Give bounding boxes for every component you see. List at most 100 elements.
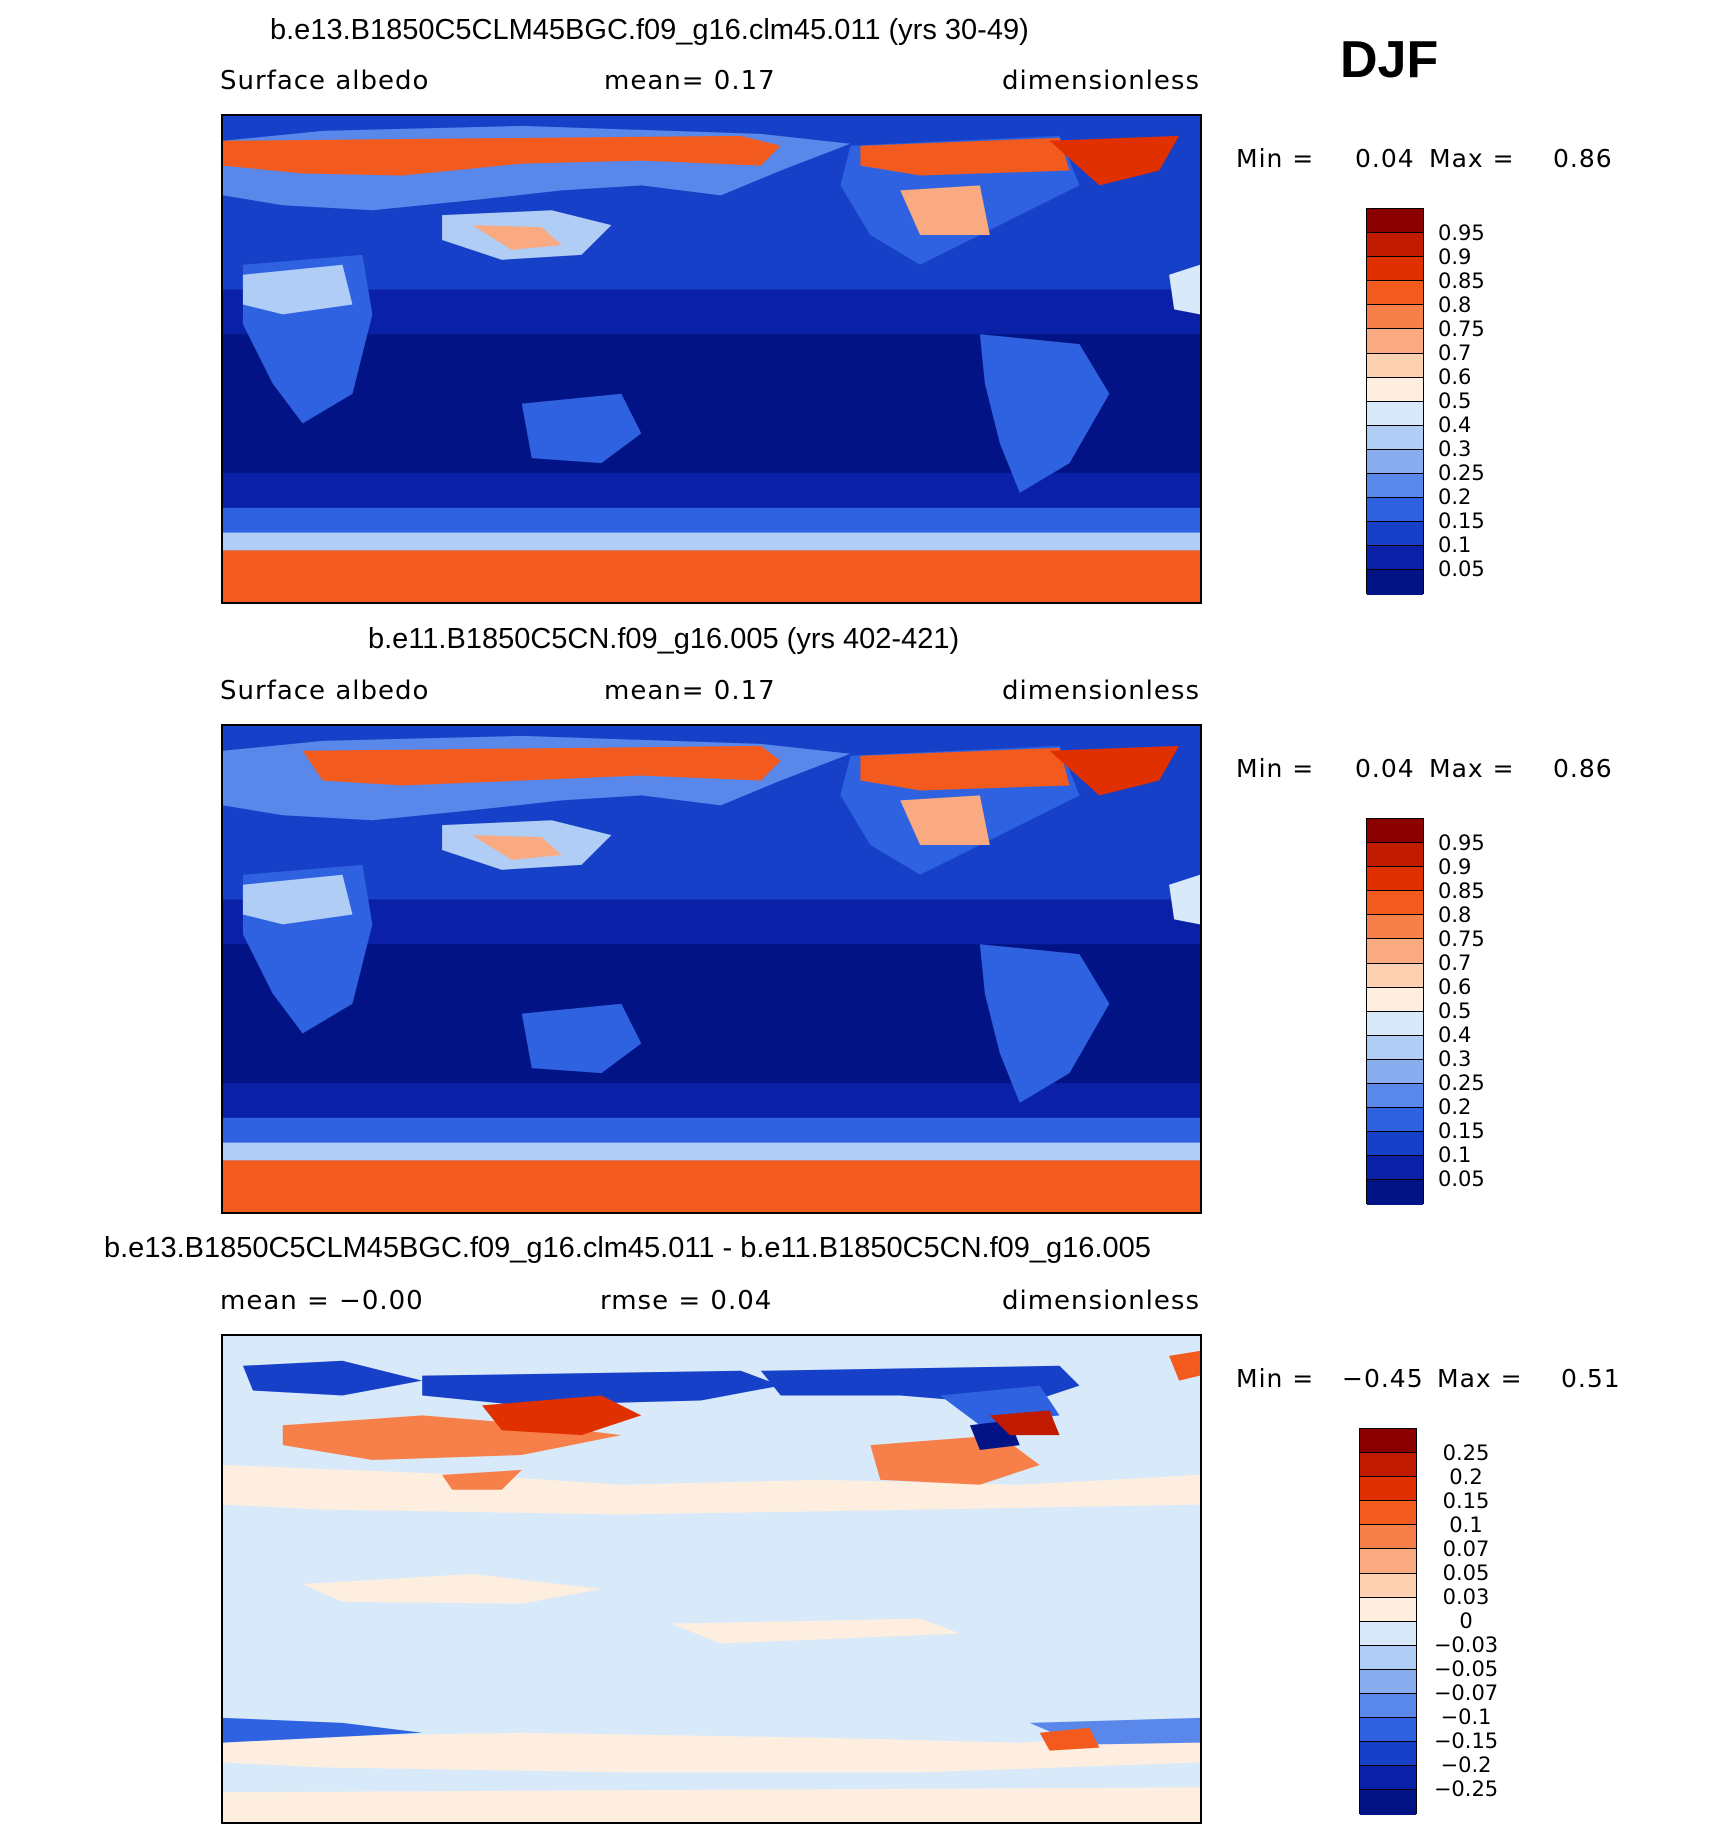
panel-3-color-swatch — [1360, 1669, 1416, 1695]
panel-1-color-swatch — [1367, 425, 1423, 450]
colorbar-tick-label: −0.2 — [1440, 1753, 1492, 1777]
colorbar-tick-label: 0.3 — [1438, 437, 1472, 461]
panel-2-mean-label: mean= 0.17 — [604, 676, 776, 706]
panel-1-mean-label: mean= 0.17 — [604, 66, 776, 96]
colorbar-tick-label: 0.2 — [1438, 485, 1472, 509]
panel-1-color-swatch — [1367, 570, 1423, 595]
panel-1-title: b.e13.B1850C5CLM45BGC.f09_g16.clm45.011 … — [270, 14, 1029, 46]
colorbar-tick-label: 0.6 — [1438, 365, 1472, 389]
panel-1-color-swatch — [1367, 546, 1423, 571]
season-label: DJF — [1340, 31, 1439, 89]
panel-2-color-swatch — [1367, 963, 1423, 988]
panel-1-color-swatch — [1367, 209, 1423, 234]
panel-2-colorbar — [1366, 818, 1424, 1205]
colorbar-tick-label: 0.03 — [1442, 1585, 1490, 1609]
panel-1-colorbar-labels: 0.95 0.9 0.85 0.8 0.75 0.7 0.6 0.5 0.4 0… — [1438, 221, 1485, 581]
panel-3-color-swatch — [1360, 1453, 1416, 1478]
panel-3-color-swatch — [1360, 1766, 1416, 1791]
panel-3-color-swatch — [1360, 1429, 1416, 1454]
colorbar-tick-label: 0.85 — [1438, 269, 1485, 293]
panel-2-colorbar-labels: 0.95 0.9 0.85 0.8 0.75 0.7 0.6 0.5 0.4 0… — [1438, 831, 1485, 1191]
colorbar-tick-label: 0.05 — [1442, 1561, 1490, 1585]
panel-2-variable-label: Surface albedo — [220, 676, 430, 706]
panel-2-max-label: Max = — [1429, 754, 1515, 783]
panel-1-color-swatch — [1367, 233, 1423, 258]
colorbar-tick-label: 0.25 — [1442, 1441, 1490, 1465]
panel-1-min-value: 0.04 — [1355, 144, 1415, 173]
panel-2-color-swatch — [1367, 1059, 1423, 1085]
colorbar-tick-label: −0.15 — [1433, 1729, 1499, 1753]
panel-1-map — [221, 114, 1202, 604]
panel-1-color-swatch — [1367, 257, 1423, 282]
panel-2-color-swatch — [1367, 843, 1423, 868]
panel-3-color-swatch — [1360, 1477, 1416, 1502]
colorbar-tick-label: 0.75 — [1438, 317, 1485, 341]
panel-3-map — [221, 1334, 1202, 1824]
colorbar-tick-label: 0.75 — [1438, 927, 1485, 951]
colorbar-tick-label: 0.15 — [1442, 1489, 1490, 1513]
colorbar-tick-label: 0.15 — [1438, 509, 1485, 533]
colorbar-tick-label: −0.1 — [1440, 1705, 1492, 1729]
panel-3-color-swatch — [1360, 1621, 1416, 1646]
colorbar-tick-label: 0.3 — [1438, 1047, 1472, 1071]
panel-1-colorbar — [1366, 208, 1424, 595]
panel-1-color-swatch — [1367, 377, 1423, 402]
colorbar-tick-label: 0.7 — [1438, 951, 1472, 975]
colorbar-tick-label: −0.07 — [1433, 1681, 1499, 1705]
colorbar-tick-label: 0.4 — [1438, 413, 1472, 437]
panel-1-color-swatch — [1367, 449, 1423, 475]
panel-1-max-value: 0.86 — [1553, 144, 1613, 173]
panel-2-color-swatch — [1367, 1084, 1423, 1109]
panel-3-color-swatch — [1360, 1645, 1416, 1670]
panel-3-min-value: −0.45 — [1342, 1364, 1424, 1393]
colorbar-tick-label: −0.25 — [1433, 1777, 1499, 1801]
colorbar-tick-label: 0.05 — [1438, 1167, 1485, 1191]
colorbar-tick-label: 0.25 — [1438, 461, 1485, 485]
panel-3-max-label: Max = — [1437, 1364, 1523, 1393]
colorbar-tick-label: 0.05 — [1438, 557, 1485, 581]
colorbar-tick-label: 0.9 — [1438, 855, 1472, 879]
colorbar-tick-label: 0.4 — [1438, 1023, 1472, 1047]
panel-3-color-swatch — [1360, 1573, 1416, 1598]
panel-3-colorbar — [1359, 1428, 1417, 1815]
panel-1-color-swatch — [1367, 522, 1423, 547]
panel-3-mean-label: mean = −0.00 — [220, 1286, 424, 1316]
panel-1-color-swatch — [1367, 498, 1423, 523]
colorbar-tick-label: 0.95 — [1438, 831, 1485, 855]
panel-3-color-swatch — [1360, 1597, 1416, 1622]
panel-1-color-swatch — [1367, 353, 1423, 378]
panel-2-color-swatch — [1367, 915, 1423, 940]
panel-3-color-swatch — [1360, 1790, 1416, 1815]
panel-1-min-label: Min = — [1236, 144, 1315, 173]
colorbar-tick-label: 0.25 — [1438, 1071, 1485, 1095]
panel-2-map — [221, 724, 1202, 1214]
panel-2-color-swatch — [1367, 1108, 1423, 1133]
colorbar-tick-label: 0.9 — [1438, 245, 1472, 269]
panel-2-color-swatch — [1367, 1011, 1423, 1036]
panel-3-color-swatch — [1360, 1525, 1416, 1550]
panel-3-color-swatch — [1360, 1549, 1416, 1574]
panel-3-units-label: dimensionless — [1002, 1286, 1200, 1316]
panel-2-min-label: Min = — [1236, 754, 1315, 783]
colorbar-tick-label: 0.1 — [1438, 1143, 1472, 1167]
panel-3-color-swatch — [1360, 1718, 1416, 1743]
panel-2-min-value: 0.04 — [1355, 754, 1415, 783]
panel-2-color-swatch — [1367, 891, 1423, 916]
panel-3-max-value: 0.51 — [1561, 1364, 1621, 1393]
panel-2-units-label: dimensionless — [1002, 676, 1200, 706]
colorbar-tick-label: 0.8 — [1438, 293, 1472, 317]
panel-2-color-swatch — [1367, 1035, 1423, 1060]
panel-1-variable-label: Surface albedo — [220, 66, 430, 96]
panel-1-color-swatch — [1367, 305, 1423, 330]
panel-3-min-label: Min = — [1236, 1364, 1315, 1393]
panel-1-color-swatch — [1367, 474, 1423, 499]
colorbar-tick-label: 0.7 — [1438, 341, 1472, 365]
panel-2-color-swatch — [1367, 1132, 1423, 1157]
panel-2-color-swatch — [1367, 987, 1423, 1012]
colorbar-tick-label: 0.6 — [1438, 975, 1472, 999]
panel-3-rmse-label: rmse = 0.04 — [600, 1286, 773, 1316]
colorbar-tick-label: 0.2 — [1438, 1095, 1472, 1119]
colorbar-tick-label: 0 — [1459, 1609, 1473, 1633]
panel-2-color-swatch — [1367, 1180, 1423, 1205]
panel-1-color-swatch — [1367, 401, 1423, 426]
